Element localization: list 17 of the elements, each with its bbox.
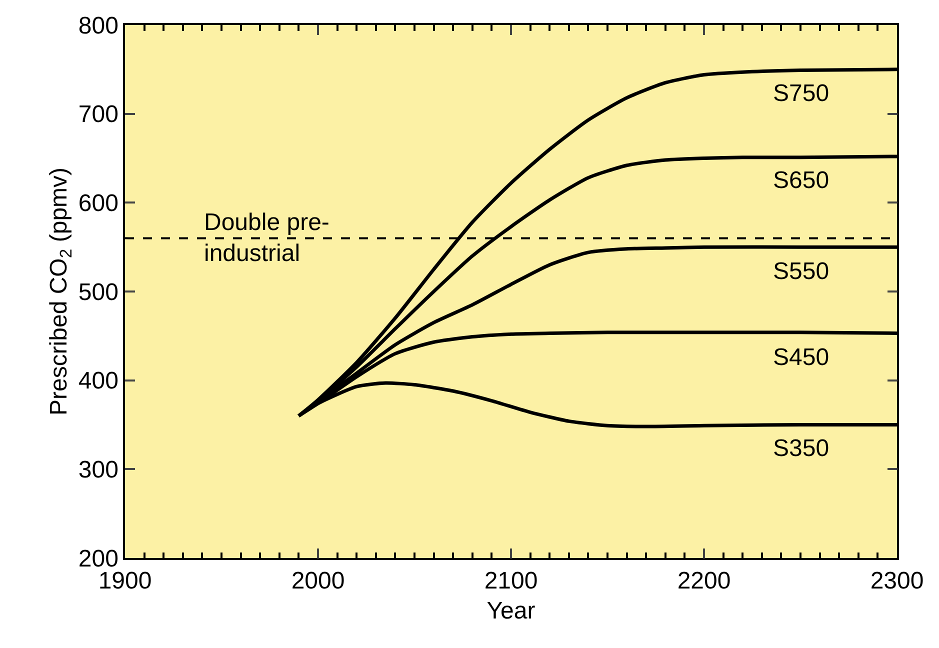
y-tick-label: 300 [78,456,118,484]
y-tick-label: 500 [78,278,118,306]
series-label: S650 [773,167,830,194]
x-tick-label: 2100 [484,568,538,595]
y-tick-label: 400 [78,368,118,395]
series-label: S750 [773,80,830,107]
y-tick-label: 700 [78,101,118,128]
series-label: S450 [773,344,830,371]
x-tick-label: 2200 [677,568,731,595]
series-label: S550 [773,258,830,285]
x-tick-label: 2000 [291,568,345,595]
x-tick-label: 2300 [870,568,924,595]
x-axis-title: Year [486,597,536,624]
ref-line-label: Double pre-industrial [204,209,330,268]
series-label: S350 [773,435,830,462]
y-tick-label: 800 [78,12,118,40]
y-tick-label: 600 [78,190,118,218]
